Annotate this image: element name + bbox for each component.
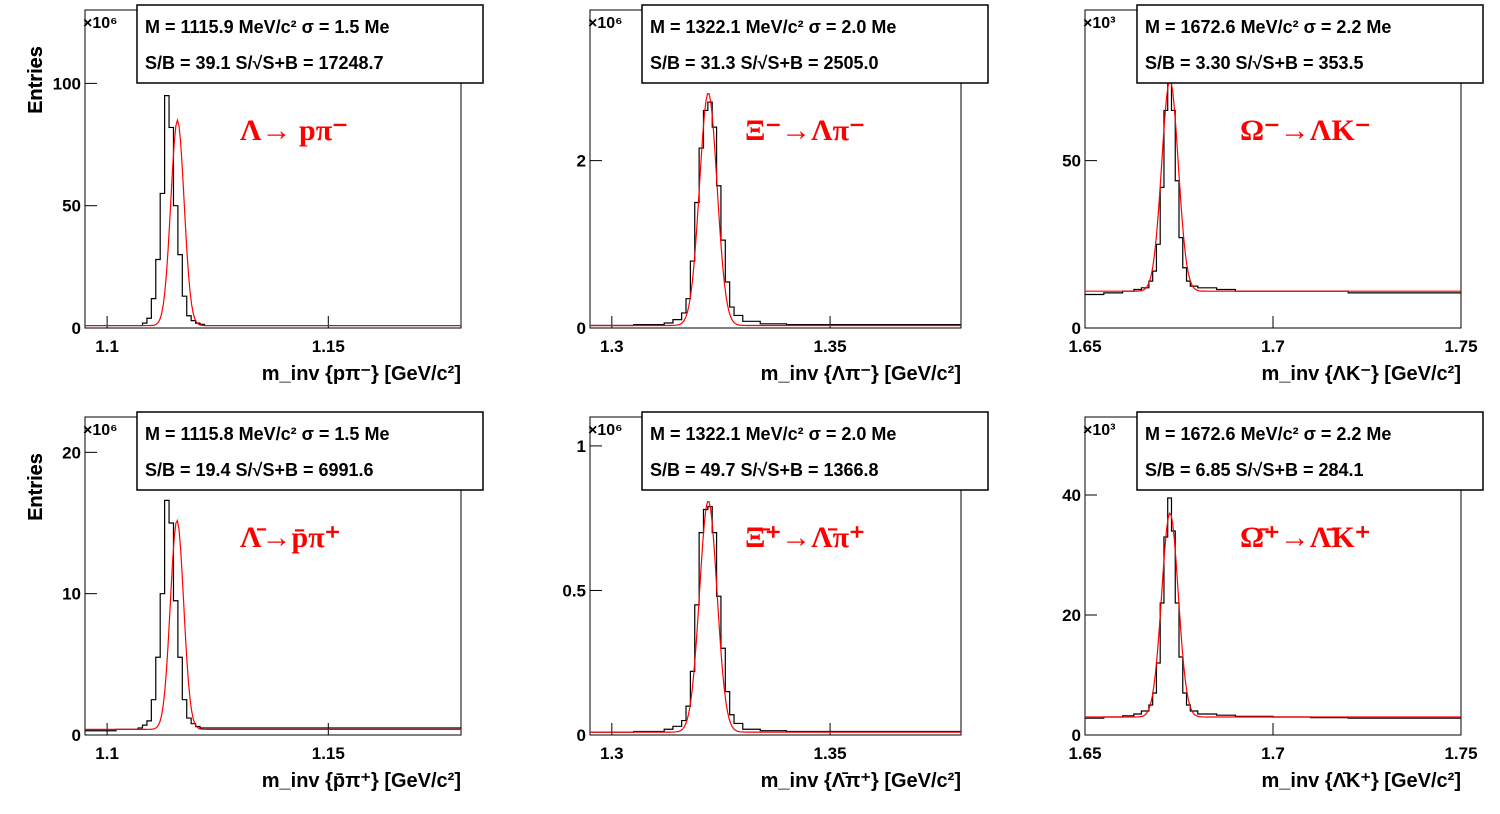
axis-exponent: ×10⁶	[588, 422, 623, 439]
chart-panel-4: 0 10 20 1.1 1.15 ×10⁶ Entries m_inv {p̄π⁺} [GeV…	[25, 411, 484, 792]
y-tick-label: 2	[577, 152, 586, 171]
histogram-series	[590, 506, 961, 733]
axis-exponent: ×10⁶	[588, 15, 623, 32]
x-tick-label: 1.7	[1261, 337, 1285, 356]
fit-curve-series	[590, 93, 961, 327]
x-tick-label: 1.1	[95, 337, 119, 356]
fit-curve-series	[85, 117, 461, 327]
histogram-series	[1085, 73, 1461, 296]
y-axis-label: Entries	[25, 46, 47, 114]
stats-line-mass: M = 1672.6 MeV/c² σ = 2.2 Me	[1145, 17, 1391, 37]
stats-line-significance: S/B = 6.85 S/√S+B = 284.1	[1145, 460, 1364, 480]
stats-line-significance: S/B = 49.7 S/√S+B = 1366.8	[650, 460, 879, 480]
stats-line-significance: S/B = 19.4 S/√S+B = 6991.6	[145, 460, 374, 480]
chart-panel-6: 0 20 40 1.65 1.7 1.75 ×10³ Entries m_inv {Λ̄K⁺} …	[25, 411, 1484, 792]
y-tick-label: 20	[62, 443, 81, 462]
stats-line-significance: S/B = 3.30 S/√S+B = 353.5	[1145, 53, 1364, 73]
y-axis-label: Entries	[25, 453, 47, 521]
x-tick-label: 1.65	[1068, 337, 1101, 356]
stats-line-mass: M = 1115.8 MeV/c² σ = 1.5 Me	[145, 424, 389, 444]
stats-line-mass: M = 1322.1 MeV/c² σ = 2.0 Me	[650, 424, 896, 444]
y-axis-label: Entries	[25, 453, 47, 521]
y-tick-label: 20	[1062, 606, 1081, 625]
y-tick-label: 0	[72, 319, 81, 338]
stats-line-mass: M = 1672.6 MeV/c² σ = 2.2 Me	[1145, 424, 1391, 444]
x-axis-label: m_inv {pπ⁻} [GeV/c²]	[262, 363, 461, 385]
chart-panel-2: 0 2 1.3 1.35 ×10⁶ Entries m_inv {Λπ⁻} [GeV/c²]…	[25, 4, 989, 385]
y-tick-label: 50	[1062, 152, 1081, 171]
y-tick-label: 100	[53, 74, 81, 93]
x-tick-label: 1.75	[1444, 337, 1477, 356]
y-tick-label: 50	[62, 197, 81, 216]
decay-channel-label: Λ̄→p̄π⁺	[240, 521, 340, 554]
y-tick-label: 1	[577, 437, 586, 456]
histogram-series	[590, 101, 961, 327]
x-tick-label: 1.75	[1444, 744, 1477, 763]
y-axis-label: Entries	[25, 46, 47, 114]
axis-exponent: ×10³	[1083, 422, 1115, 439]
x-tick-label: 1.3	[600, 744, 624, 763]
fit-curve-series	[590, 501, 961, 733]
chart-panel-1: 0 50 100 1.1 1.15 ×10⁶ Entries m_inv {pπ⁻} [GeV…	[25, 4, 484, 385]
x-axis-label: m_inv {Λ̄K⁺} [GeV/c²]	[1261, 770, 1461, 792]
x-axis-label: m_inv {Λπ⁻} [GeV/c²]	[761, 363, 961, 385]
fit-curve-series	[1085, 79, 1461, 292]
decay-channel-label: Ω̄⁺→Λ̄K⁺	[1240, 521, 1371, 554]
fit-curve-series	[85, 518, 461, 730]
decay-channel-label: Ξ⁻→Λπ⁻	[745, 114, 865, 147]
decay-channel-label: Λ→ pπ⁻	[240, 114, 348, 147]
chart-panel-3: 0 50 1.65 1.7 1.75 ×10³ Entries m_inv {ΛK⁻} [Ge…	[25, 4, 1484, 385]
y-tick-label: 40	[1062, 486, 1081, 505]
y-tick-label: 0.5	[562, 581, 586, 600]
axis-exponent: ×10⁶	[83, 15, 118, 32]
x-axis-label: m_inv {Λ̄π⁺} [GeV/c²]	[761, 770, 961, 792]
y-tick-label: 0	[577, 726, 586, 745]
x-axis-label: m_inv {ΛK⁻} [GeV/c²]	[1261, 363, 1461, 385]
y-tick-label: 0	[1072, 726, 1081, 745]
x-tick-label: 1.15	[312, 744, 345, 763]
stats-line-significance: S/B = 31.3 S/√S+B = 2505.0	[650, 53, 879, 73]
y-tick-label: 0	[577, 319, 586, 338]
decay-channel-label: Ξ̄⁺→Λ̄π⁺	[745, 521, 865, 554]
x-tick-label: 1.3	[600, 337, 624, 356]
x-tick-label: 1.35	[814, 337, 847, 356]
stats-line-significance: S/B = 39.1 S/√S+B = 17248.7	[145, 53, 384, 73]
fit-curve-series	[1085, 511, 1461, 718]
y-axis-label: Entries	[25, 453, 47, 521]
axis-exponent: ×10⁶	[83, 422, 118, 439]
stats-box	[1136, 411, 1484, 491]
histogram-series	[85, 499, 461, 732]
stats-line-mass: M = 1322.1 MeV/c² σ = 2.0 Me	[650, 17, 896, 37]
stats-box	[1136, 4, 1484, 84]
stats-box	[136, 4, 484, 84]
y-tick-label: 10	[62, 585, 81, 604]
y-axis-label: Entries	[25, 46, 47, 114]
x-axis-label: m_inv {p̄π⁺} [GeV/c²]	[262, 770, 461, 792]
x-tick-label: 1.1	[95, 744, 119, 763]
x-tick-label: 1.35	[814, 744, 847, 763]
x-tick-label: 1.65	[1068, 744, 1101, 763]
y-tick-label: 0	[72, 726, 81, 745]
x-tick-label: 1.7	[1261, 744, 1285, 763]
axis-exponent: ×10³	[1083, 15, 1115, 32]
stats-line-mass: M = 1115.9 MeV/c² σ = 1.5 Me	[145, 17, 389, 37]
chart-panel-5: 0 0.5 1 1.3 1.35 ×10⁶ Entries m_inv {Λ̄π⁺} [GeV…	[25, 411, 989, 792]
y-tick-label: 0	[1072, 319, 1081, 338]
stats-box	[641, 411, 989, 491]
stats-box	[641, 4, 989, 84]
x-tick-label: 1.15	[312, 337, 345, 356]
stats-box	[136, 411, 484, 491]
decay-channel-label: Ω⁻→ΛK⁻	[1240, 114, 1371, 147]
